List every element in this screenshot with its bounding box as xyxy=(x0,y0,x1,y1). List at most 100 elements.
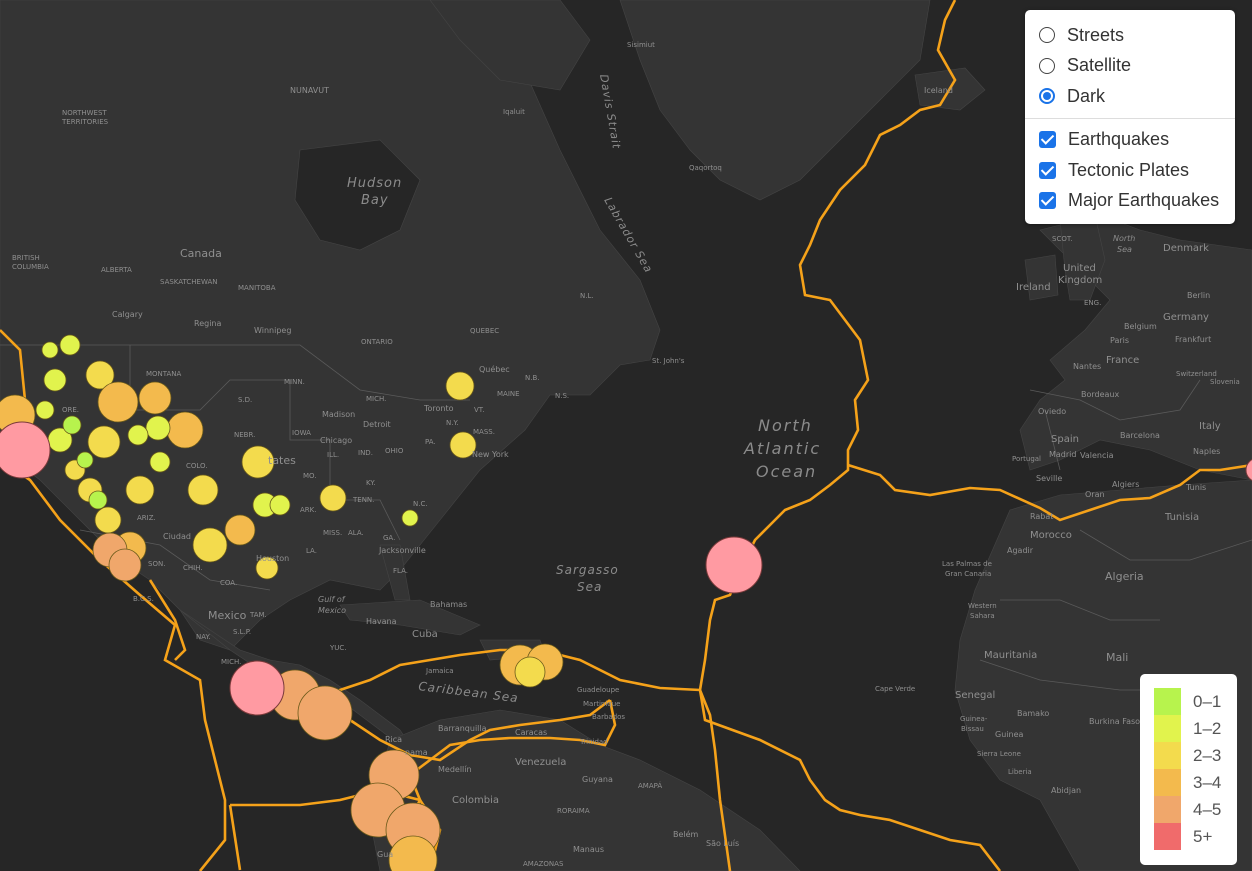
major-quake-marker[interactable] xyxy=(229,660,285,716)
label-detroit: Detroit xyxy=(363,420,391,429)
label-bcs: B.C.S. xyxy=(133,595,154,603)
earthquakes[interactable] xyxy=(0,334,564,871)
label-bahamas: Bahamas xyxy=(430,600,467,609)
label-tunis: Tunis xyxy=(1185,483,1206,492)
tectonic-plates-label[interactable]: Tectonic Plates xyxy=(1068,159,1190,180)
arctic-islands xyxy=(429,0,591,91)
label-bordeaux: Bordeaux xyxy=(1081,390,1120,399)
quake-marker[interactable] xyxy=(59,334,81,356)
quake-marker[interactable] xyxy=(138,381,172,415)
label-madrid: Madrid xyxy=(1049,450,1076,459)
quake-marker[interactable] xyxy=(166,411,204,449)
caribbean-plate-south xyxy=(409,699,617,777)
legend-label: 3–4 xyxy=(1193,772,1222,792)
quake-marker[interactable] xyxy=(269,494,291,516)
major-quake-marker[interactable] xyxy=(1245,458,1252,482)
quake-marker[interactable] xyxy=(35,400,55,420)
label-agadir: Agadir xyxy=(1007,546,1034,555)
quake-marker[interactable] xyxy=(449,431,477,459)
major-quake-marker[interactable] xyxy=(0,421,51,479)
overlay-earthquakes[interactable]: Earthquakes xyxy=(1039,125,1223,156)
label-switzerland: Switzerland xyxy=(1176,370,1217,378)
label-ark: ARK. xyxy=(300,506,316,514)
label-jacksonville: Jacksonville xyxy=(378,546,426,555)
quake-marker[interactable] xyxy=(401,509,419,527)
earthquakes-label[interactable]: Earthquakes xyxy=(1068,129,1170,150)
satellite-radio[interactable] xyxy=(1039,57,1055,74)
quake-marker[interactable] xyxy=(224,514,256,546)
caribbean-plate-north xyxy=(319,648,701,702)
label-trinidad: Trinidad xyxy=(579,738,608,746)
label-caracas: Caracas xyxy=(515,728,547,737)
quake-marker[interactable] xyxy=(85,360,115,390)
label-states: tates xyxy=(268,454,296,467)
streets-label[interactable]: Streets xyxy=(1067,24,1125,45)
quake-marker[interactable] xyxy=(108,548,142,582)
label-belem: Belém xyxy=(673,829,699,839)
base-layer-streets[interactable]: Streets xyxy=(1039,20,1223,51)
quake-marker[interactable] xyxy=(149,451,171,473)
dark-radio[interactable] xyxy=(1039,88,1055,105)
label-mich: MICH. xyxy=(366,395,386,403)
quake-marker[interactable] xyxy=(62,415,82,435)
earthquakes-checkbox[interactable] xyxy=(1039,131,1056,149)
quake-marker[interactable] xyxy=(297,685,353,741)
label-montana: MONTANA xyxy=(146,370,182,378)
streets-radio[interactable] xyxy=(1039,27,1055,44)
quake-marker[interactable] xyxy=(125,475,155,505)
label-roraima: RORAIMA xyxy=(557,807,590,815)
label-iowa: IOWA xyxy=(292,429,311,437)
label-ohio: OHIO xyxy=(385,447,404,455)
overlay-major-earthquakes[interactable]: Major Earthquakes xyxy=(1039,186,1223,217)
satellite-label[interactable]: Satellite xyxy=(1067,55,1132,76)
quake-marker[interactable] xyxy=(97,381,139,423)
label-calgary: Calgary xyxy=(112,310,143,319)
quake-marker[interactable] xyxy=(319,484,347,512)
greenland xyxy=(619,0,931,201)
legend-label: 5+ xyxy=(1193,826,1213,846)
quake-marker[interactable] xyxy=(388,835,438,871)
label-nc: N.C. xyxy=(413,500,428,508)
label-spain: Spain xyxy=(1051,434,1079,445)
quake-marker[interactable] xyxy=(127,424,149,446)
label-new-york: New York xyxy=(472,450,509,459)
quake-marker[interactable] xyxy=(514,656,546,688)
legend-label: 1–2 xyxy=(1193,718,1222,738)
layer-control[interactable]: Streets Satellite Dark Earthquakes Tecto… xyxy=(1025,10,1235,224)
quake-marker[interactable] xyxy=(187,474,219,506)
quake-marker[interactable] xyxy=(76,451,94,469)
major-earthquakes-label[interactable]: Major Earthquakes xyxy=(1068,190,1220,211)
quake-marker[interactable] xyxy=(241,445,275,479)
quake-marker[interactable] xyxy=(255,556,279,580)
label-berlin: Berlin xyxy=(1187,291,1210,300)
label-barranquilla: Barranquilla xyxy=(438,724,487,733)
label-ala: ALA. xyxy=(348,529,364,537)
magnitude-legend: 0–1 1–2 2–3 3–4 4–5 5+ xyxy=(1140,674,1237,865)
quake-marker[interactable] xyxy=(445,371,475,401)
label-eng: ENG. xyxy=(1084,299,1101,307)
base-layer-dark[interactable]: Dark xyxy=(1039,81,1223,112)
quake-marker[interactable] xyxy=(87,425,121,459)
dark-label[interactable]: Dark xyxy=(1067,85,1106,106)
label-north-sea-1: North xyxy=(1113,234,1135,243)
label-slovenia: Slovenia xyxy=(1210,378,1240,386)
tectonic-plates-checkbox[interactable] xyxy=(1039,161,1056,179)
quake-marker[interactable] xyxy=(192,527,228,563)
base-layer-satellite[interactable]: Satellite xyxy=(1039,51,1223,82)
label-germany: Germany xyxy=(1163,312,1209,323)
label-chicago: Chicago xyxy=(320,436,352,445)
quake-marker[interactable] xyxy=(94,506,122,534)
quake-marker[interactable] xyxy=(88,490,108,510)
overlay-tectonic-plates[interactable]: Tectonic Plates xyxy=(1039,155,1223,186)
quake-marker[interactable] xyxy=(41,341,59,359)
label-north-atlantic-3: Ocean xyxy=(756,462,817,481)
major-earthquakes[interactable] xyxy=(0,421,1252,716)
quake-marker[interactable] xyxy=(43,368,67,392)
label-miss: MISS. xyxy=(323,529,342,537)
label-colombia: Colombia xyxy=(452,795,499,806)
major-earthquakes-checkbox[interactable] xyxy=(1039,192,1056,210)
quake-marker[interactable] xyxy=(145,415,171,441)
label-havana: Havana xyxy=(366,617,397,626)
major-quake-marker[interactable] xyxy=(705,536,763,594)
